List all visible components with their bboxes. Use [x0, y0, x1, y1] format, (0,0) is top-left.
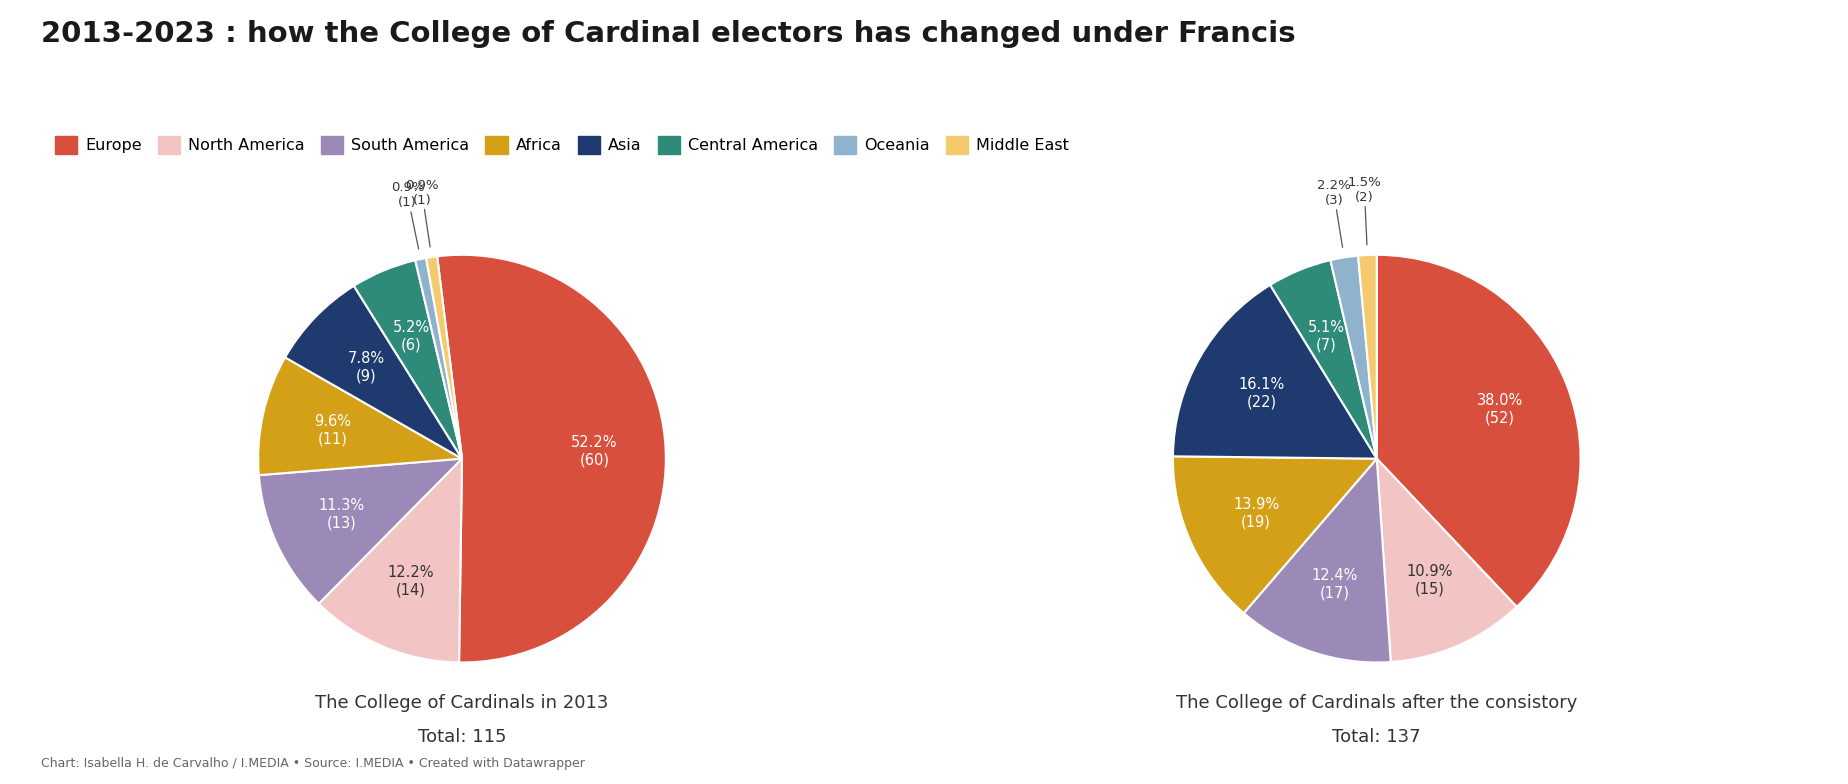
Text: 52.2%
(60): 52.2% (60) [571, 435, 617, 468]
Text: 10.9%
(15): 10.9% (15) [1406, 564, 1453, 596]
Wedge shape [1173, 456, 1377, 613]
Text: 11.3%
(13): 11.3% (13) [320, 499, 366, 531]
Wedge shape [259, 358, 462, 475]
Wedge shape [1377, 459, 1517, 662]
Text: The College of Cardinals after the consistory: The College of Cardinals after the consi… [1175, 694, 1578, 712]
Text: Total: 137: Total: 137 [1332, 728, 1421, 746]
Text: 9.6%
(11): 9.6% (11) [314, 414, 351, 446]
Wedge shape [318, 459, 462, 662]
Wedge shape [438, 255, 665, 662]
Text: 12.2%
(14): 12.2% (14) [388, 564, 434, 597]
Text: 7.8%
(9): 7.8% (9) [347, 350, 384, 383]
Text: 0.9%
(1): 0.9% (1) [390, 181, 425, 249]
Wedge shape [259, 459, 462, 604]
Text: 5.2%
(6): 5.2% (6) [392, 320, 429, 353]
Wedge shape [285, 286, 462, 459]
Wedge shape [1331, 256, 1377, 459]
Wedge shape [353, 260, 462, 459]
Text: 13.9%
(19): 13.9% (19) [1233, 497, 1279, 529]
Text: 0.9%
(1): 0.9% (1) [405, 179, 438, 247]
Wedge shape [1358, 255, 1377, 459]
Text: 38.0%
(52): 38.0% (52) [1477, 394, 1523, 426]
Text: The College of Cardinals in 2013: The College of Cardinals in 2013 [316, 694, 608, 712]
Text: 16.1%
(22): 16.1% (22) [1238, 377, 1284, 409]
Wedge shape [1270, 260, 1377, 459]
Text: 2.2%
(3): 2.2% (3) [1318, 179, 1351, 248]
Legend: Europe, North America, South America, Africa, Asia, Central America, Oceania, Mi: Europe, North America, South America, Af… [48, 129, 1076, 161]
Wedge shape [1173, 285, 1377, 459]
Wedge shape [1377, 255, 1580, 607]
Text: 2013-2023 : how the College of Cardinal electors has changed under Francis: 2013-2023 : how the College of Cardinal … [41, 20, 1295, 48]
Wedge shape [427, 256, 462, 459]
Text: 1.5%
(2): 1.5% (2) [1347, 176, 1380, 245]
Text: 12.4%
(17): 12.4% (17) [1312, 568, 1358, 601]
Wedge shape [1244, 459, 1392, 662]
Text: Chart: Isabella H. de Carvalho / I.MEDIA • Source: I.MEDIA • Created with Datawr: Chart: Isabella H. de Carvalho / I.MEDIA… [41, 757, 584, 770]
Text: Total: 115: Total: 115 [418, 728, 506, 746]
Wedge shape [416, 258, 462, 459]
Text: 5.1%
(7): 5.1% (7) [1308, 320, 1345, 352]
